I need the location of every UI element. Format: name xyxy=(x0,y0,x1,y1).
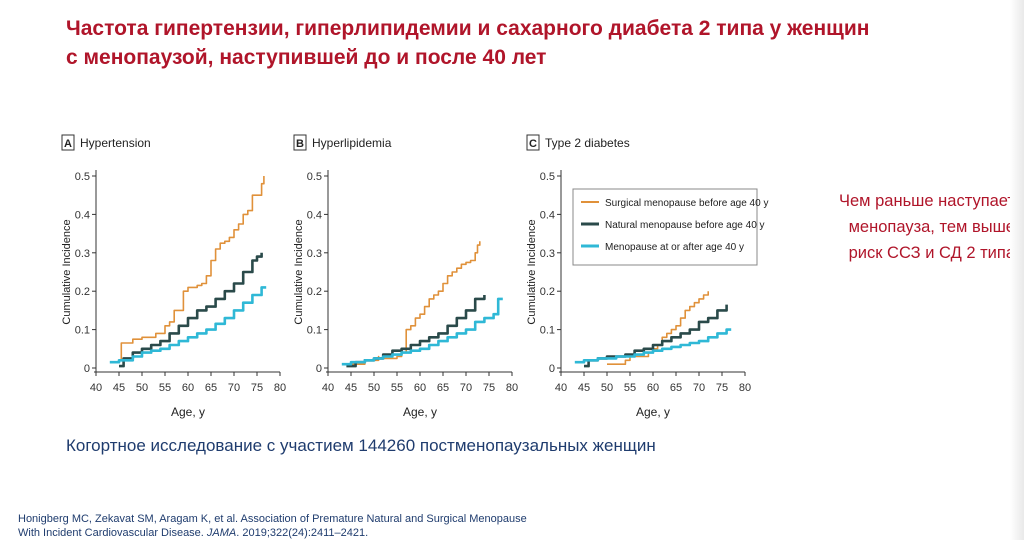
chart-panel-b: B Hyperlipidemia 0 0.1 0.2 0.3 0.4 0.5 40 45 50 55 6… xyxy=(293,134,518,419)
panel-letter: C xyxy=(529,138,537,150)
legend-label-after40: Menopause at or after age 40 y xyxy=(605,242,744,253)
y-tick-label: 0.3 xyxy=(307,248,322,260)
chart-panel-c: C Type 2 diabetes 0 0.1 0.2 0.3 0.4 0.5 40 45 50 55… xyxy=(526,134,768,419)
cohort-description: Когортное исследование с участием 144260… xyxy=(66,436,656,455)
slide-edge-shadow xyxy=(1010,0,1024,540)
panel-title: Type 2 diabetes xyxy=(545,136,630,150)
x-tick-label: 70 xyxy=(460,382,472,394)
y-tick-label: 0.4 xyxy=(540,209,555,221)
x-tick-label: 55 xyxy=(391,382,403,394)
y-tick-label: 0.1 xyxy=(540,325,555,337)
x-tick-label: 80 xyxy=(506,382,518,394)
y-axis-title: Cumulative Incidence xyxy=(526,219,538,324)
x-tick-label: 65 xyxy=(437,382,449,394)
y-tick-label: 0 xyxy=(316,363,322,375)
y-axis-title: Cumulative Incidence xyxy=(293,219,305,324)
x-tick-label: 75 xyxy=(483,382,495,394)
y-tick-label: 0.5 xyxy=(307,171,322,183)
reference-journal: JAMA xyxy=(206,527,237,539)
series-line-after40 xyxy=(341,297,503,366)
x-tick-label: 60 xyxy=(647,382,659,394)
legend-box xyxy=(572,188,758,266)
y-tick-label: 0.3 xyxy=(75,248,90,260)
x-tick-label: 70 xyxy=(693,382,705,394)
x-tick-label: 65 xyxy=(205,382,217,394)
y-tick-label: 0.4 xyxy=(307,209,322,221)
series-line-surgical xyxy=(351,241,481,365)
legend-label-natural: Natural menopause before age 40 y xyxy=(605,220,765,231)
side-conclusion: Чем раньше наступает менопауза, тем выше… xyxy=(800,188,1015,266)
x-tick-label: 50 xyxy=(368,382,380,394)
chart-panel-a: A Hypertension 0 0.1 0.2 0.3 0.4 0.5 40 45 50 55 60 6… xyxy=(61,134,286,419)
series-line-natural xyxy=(346,295,486,368)
y-tick-label: 0.3 xyxy=(540,248,555,260)
side-conclusion-line-1: Чем раньше наступает xyxy=(839,192,1015,210)
x-axis-title: Age, y xyxy=(171,405,205,419)
chart-legend: Surgical menopause before age 40 y Natura… xyxy=(572,188,768,266)
slide-title: Частота гипертензии, гиперлипидемии и са… xyxy=(66,14,966,72)
legend-label-surgical: Surgical menopause before age 40 y xyxy=(605,198,768,209)
reference: Honigberg MC, Zekavat SM, Aragam K, et a… xyxy=(18,512,527,540)
reference-line-2-post: . 2019;322(24):2411–2421. xyxy=(236,527,369,539)
series-line-natural xyxy=(584,304,728,368)
y-tick-label: 0.1 xyxy=(75,325,90,337)
y-tick-label: 0 xyxy=(549,363,555,375)
x-tick-label: 45 xyxy=(578,382,590,394)
slide-title-line-1: Частота гипертензии, гиперлипидемии и са… xyxy=(66,17,870,40)
x-tick-label: 70 xyxy=(228,382,240,394)
x-tick-label: 45 xyxy=(345,382,357,394)
y-tick-label: 0.2 xyxy=(540,286,555,298)
x-tick-label: 50 xyxy=(136,382,148,394)
series-line-after40 xyxy=(574,328,732,364)
x-tick-label: 60 xyxy=(182,382,194,394)
y-tick-label: 0.2 xyxy=(75,286,90,298)
series-line-surgical xyxy=(119,176,265,362)
panel-letter: B xyxy=(296,138,304,150)
reference-line-2: With Incident Cardiovascular Disease. JA… xyxy=(18,526,527,540)
side-conclusion-line-3: риск ССЗ и СД 2 типа xyxy=(848,244,1015,262)
x-tick-label: 45 xyxy=(113,382,125,394)
reference-line-1: Honigberg MC, Zekavat SM, Aragam K, et a… xyxy=(18,513,527,525)
series-line-after40 xyxy=(109,286,267,364)
y-tick-label: 0.4 xyxy=(75,209,90,221)
x-tick-label: 55 xyxy=(159,382,171,394)
side-conclusion-line-2: менопауза, тем выше xyxy=(848,218,1015,236)
panel-title: Hypertension xyxy=(80,136,151,150)
x-tick-label: 55 xyxy=(624,382,636,394)
x-axis-title: Age, y xyxy=(403,405,437,419)
slide-title-line-2: с менопаузой, наступившей до и после 40 … xyxy=(66,46,547,69)
y-tick-label: 0.5 xyxy=(75,171,90,183)
x-tick-label: 40 xyxy=(90,382,102,394)
panel-letter-box xyxy=(526,134,540,151)
series-line-surgical xyxy=(607,291,709,365)
series-line-natural xyxy=(119,252,263,368)
x-tick-label: 75 xyxy=(251,382,263,394)
x-tick-label: 80 xyxy=(739,382,751,394)
x-tick-label: 75 xyxy=(716,382,728,394)
y-tick-label: 0 xyxy=(84,363,90,375)
x-tick-label: 80 xyxy=(274,382,286,394)
x-tick-label: 65 xyxy=(670,382,682,394)
x-tick-label: 60 xyxy=(414,382,426,394)
panel-title: Hyperlipidemia xyxy=(312,136,392,150)
panel-letter-box xyxy=(61,134,75,151)
y-axis-title: Cumulative Incidence xyxy=(61,219,73,324)
x-tick-label: 40 xyxy=(555,382,567,394)
y-tick-label: 0.2 xyxy=(307,286,322,298)
x-tick-label: 40 xyxy=(322,382,334,394)
reference-line-2-pre: With Incident Cardiovascular Disease. xyxy=(18,527,207,539)
panel-letter-box xyxy=(293,134,307,151)
panel-letter: A xyxy=(64,138,72,150)
x-tick-label: 50 xyxy=(601,382,613,394)
x-axis-title: Age, y xyxy=(636,405,670,419)
y-tick-label: 0.1 xyxy=(307,325,322,337)
y-tick-label: 0.5 xyxy=(540,171,555,183)
